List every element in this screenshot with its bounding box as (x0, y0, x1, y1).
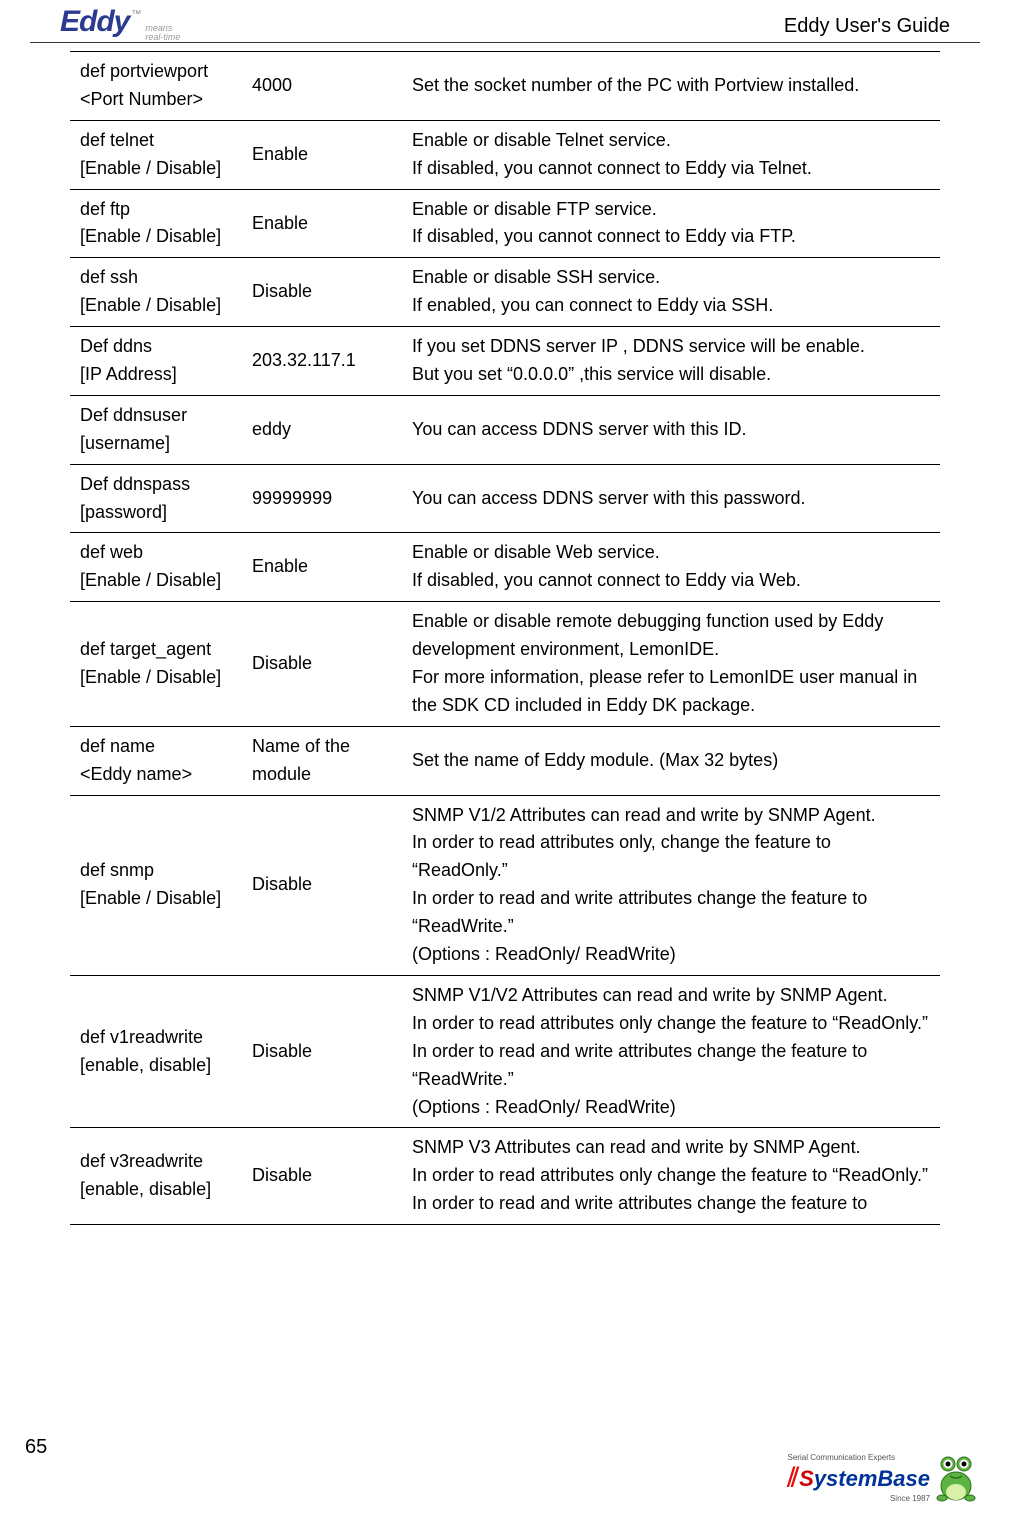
command-cell: def ssh [Enable / Disable] (70, 258, 242, 327)
table-row: def portviewport <Port Number>4000Set th… (70, 52, 940, 121)
description-cell: SNMP V1/V2 Attributes can read and write… (402, 975, 940, 1127)
systembase-logo: Serial Communication Experts ⫽SystemBase… (788, 1453, 930, 1503)
value-cell: Enable (242, 120, 402, 189)
command-cell: def target_agent [Enable / Disable] (70, 602, 242, 727)
page-number: 65 (25, 1436, 47, 1459)
frog-mascot-icon (932, 1452, 980, 1504)
description-cell: You can access DDNS server with this pas… (402, 464, 940, 533)
description-cell: Enable or disable remote debugging funct… (402, 602, 940, 727)
table-row: def ssh [Enable / Disable]DisableEnable … (70, 258, 940, 327)
description-cell: Enable or disable FTP service. If disabl… (402, 189, 940, 258)
content: def portviewport <Port Number>4000Set th… (0, 43, 1010, 1225)
logo-subtitle: means real-time (145, 21, 180, 42)
command-cell: Def ddnsuser [username] (70, 395, 242, 464)
value-cell: Disable (242, 975, 402, 1127)
table-row: Def ddns [IP Address]203.32.117.1If you … (70, 327, 940, 396)
command-table: def portviewport <Port Number>4000Set th… (70, 51, 940, 1225)
command-cell: def web [Enable / Disable] (70, 533, 242, 602)
table-row: def target_agent [Enable / Disable]Disab… (70, 602, 940, 727)
value-cell: Enable (242, 533, 402, 602)
logo-trademark: ™ (131, 9, 141, 20)
description-cell: If you set DDNS server IP , DDNS service… (402, 327, 940, 396)
value-cell: Disable (242, 602, 402, 727)
value-cell: Enable (242, 189, 402, 258)
table-row: def web [Enable / Disable]EnableEnable o… (70, 533, 940, 602)
value-cell: Disable (242, 1128, 402, 1225)
command-cell: def snmp [Enable / Disable] (70, 795, 242, 975)
guide-title: Eddy User's Guide (784, 5, 950, 38)
footer-logo: Serial Communication Experts ⫽SystemBase… (788, 1452, 980, 1504)
table-row: def telnet [Enable / Disable]EnableEnabl… (70, 120, 940, 189)
sb-slash-icon: ⫽ (788, 1462, 800, 1492)
table-row: def v1readwrite [enable, disable]Disable… (70, 975, 940, 1127)
value-cell: Name of the module (242, 726, 402, 795)
command-cell: def name <Eddy name> (70, 726, 242, 795)
table-row: def snmp [Enable / Disable]DisableSNMP V… (70, 795, 940, 975)
table-row: def ftp [Enable / Disable]EnableEnable o… (70, 189, 940, 258)
command-cell: Def ddnspass [password] (70, 464, 242, 533)
sb-tagline: Serial Communication Experts (788, 1453, 930, 1462)
description-cell: SNMP V3 Attributes can read and write by… (402, 1128, 940, 1225)
table-row: Def ddnsuser [username]eddyYou can acces… (70, 395, 940, 464)
command-cell: def telnet [Enable / Disable] (70, 120, 242, 189)
table-row: def name <Eddy name>Name of the moduleSe… (70, 726, 940, 795)
description-cell: Set the name of Eddy module. (Max 32 byt… (402, 726, 940, 795)
command-cell: def v3readwrite [enable, disable] (70, 1128, 242, 1225)
description-cell: Enable or disable SSH service. If enable… (402, 258, 940, 327)
value-cell: 4000 (242, 52, 402, 121)
table-row: Def ddnspass [password]99999999You can a… (70, 464, 940, 533)
description-cell: Enable or disable Telnet service. If dis… (402, 120, 940, 189)
page-header: Eddy ™ means real-time Eddy User's Guide (30, 0, 980, 43)
logo-text: Eddy (60, 5, 129, 39)
description-cell: SNMP V1/2 Attributes can read and write … (402, 795, 940, 975)
command-cell: def v1readwrite [enable, disable] (70, 975, 242, 1127)
eddy-logo: Eddy ™ means real-time (60, 5, 180, 42)
value-cell: eddy (242, 395, 402, 464)
description-cell: Enable or disable Web service. If disabl… (402, 533, 940, 602)
command-cell: Def ddns [IP Address] (70, 327, 242, 396)
value-cell: 99999999 (242, 464, 402, 533)
sb-since: Since 1987 (788, 1494, 930, 1503)
command-cell: def portviewport <Port Number> (70, 52, 242, 121)
description-cell: You can access DDNS server with this ID. (402, 395, 940, 464)
command-cell: def ftp [Enable / Disable] (70, 189, 242, 258)
value-cell: Disable (242, 795, 402, 975)
value-cell: Disable (242, 258, 402, 327)
value-cell: 203.32.117.1 (242, 327, 402, 396)
table-row: def v3readwrite [enable, disable]Disable… (70, 1128, 940, 1225)
description-cell: Set the socket number of the PC with Por… (402, 52, 940, 121)
